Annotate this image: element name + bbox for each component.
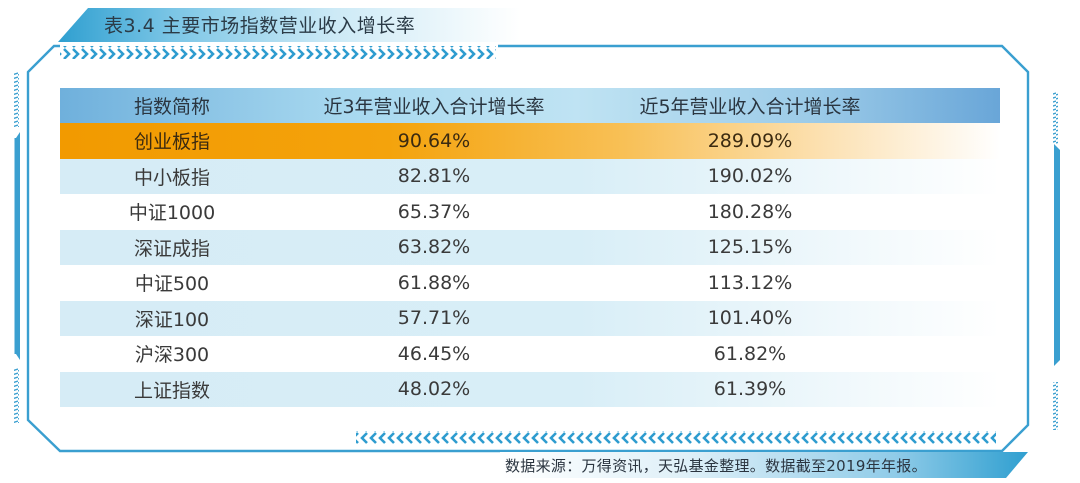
growth-3y: 46.45%: [397, 342, 471, 365]
growth-3y: 82.81%: [397, 165, 471, 188]
index-name: 创业板指: [133, 131, 210, 154]
growth-5y: 101.40%: [707, 307, 793, 330]
table-row: 上证指数 48.02% 61.39%: [60, 371, 1000, 407]
growth-table: 指数简称 近3年营业收入合计增长率 近5年营业收入合计增长率 创业板指 90.6…: [60, 88, 1000, 407]
bottom-chevron-strip: [356, 431, 996, 444]
data-source-footnote: 数据来源：万得资讯，天弘基金整理。数据截至2019年年报。: [505, 457, 927, 475]
growth-5y: 180.28%: [707, 200, 793, 223]
footnote-banner: [500, 452, 1028, 478]
table-row: 中小板指 82.81% 190.02%: [60, 158, 1000, 194]
growth-3y: 63.82%: [397, 236, 471, 259]
header-growth-5y: 近5年营业收入合计增长率: [639, 96, 861, 118]
top-chevron-strip: [60, 46, 496, 59]
index-name: 中小板指: [133, 166, 210, 189]
index-name: 深证成指: [133, 237, 210, 260]
growth-3y: 48.02%: [397, 378, 471, 401]
index-name: 上证指数: [133, 379, 210, 402]
growth-5y: 125.15%: [707, 236, 793, 259]
growth-3y: 90.64%: [397, 129, 471, 152]
growth-5y: 190.02%: [707, 165, 793, 188]
table-title: 表3.4 主要市场指数营业收入增长率: [104, 15, 416, 37]
table-row: 中证500 61.88% 113.12%: [60, 265, 1000, 301]
growth-5y: 289.09%: [707, 129, 793, 152]
header-growth-3y: 近3年营业收入合计增长率: [323, 96, 545, 118]
table-header-row: 指数简称 近3年营业收入合计增长率 近5年营业收入合计增长率: [60, 88, 1000, 123]
index-name: 中证500: [134, 273, 210, 296]
growth-3y: 65.37%: [397, 200, 471, 223]
index-name: 沪深300: [134, 344, 210, 367]
frame-outline: [26, 44, 1030, 453]
table-row: 沪深300 46.45% 61.82%: [60, 336, 1000, 372]
index-name: 中证1000: [128, 202, 216, 225]
table-row: 中证1000 65.37% 180.28%: [60, 194, 1000, 230]
header-index-name: 指数简称: [133, 96, 210, 118]
growth-5y: 61.82%: [713, 342, 787, 365]
table-row: 深证100 57.71% 101.40%: [60, 300, 1000, 336]
table-row: 深证成指 63.82% 125.15%: [60, 229, 1000, 265]
title-banner: [58, 8, 520, 42]
growth-3y: 61.88%: [397, 271, 471, 294]
growth-3y: 57.71%: [397, 307, 471, 330]
table-row: 创业板指 90.64% 289.09%: [60, 123, 1000, 159]
index-name: 深证100: [134, 308, 210, 331]
growth-5y: 61.39%: [713, 378, 787, 401]
growth-5y: 113.12%: [707, 271, 793, 294]
